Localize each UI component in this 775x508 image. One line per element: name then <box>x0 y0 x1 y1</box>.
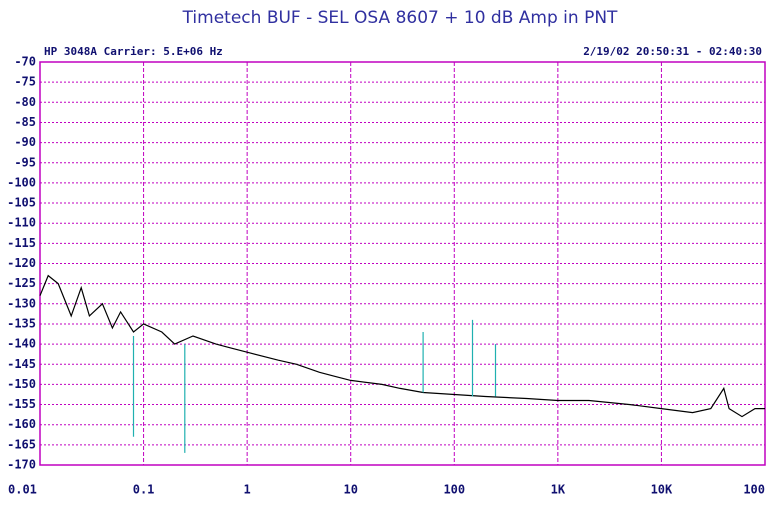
y-tick-label: -100 <box>7 175 36 189</box>
plot-frame <box>39 61 766 466</box>
instrument-info: HP 3048A Carrier: 5.E+06 Hz <box>44 45 223 58</box>
x-tick-label: 1K <box>551 483 566 497</box>
y-tick-label: -105 <box>7 196 36 210</box>
y-tick-label: -90 <box>14 135 36 149</box>
y-tick-label: -115 <box>7 236 36 250</box>
x-tick-label: 100 <box>443 483 465 497</box>
y-tick-label: -85 <box>14 115 36 129</box>
y-tick-label: -75 <box>14 75 36 89</box>
x-tick-label: 1 <box>244 483 251 497</box>
y-tick-label: -165 <box>7 437 36 451</box>
y-tick-label: -170 <box>7 458 36 472</box>
y-tick-label: -125 <box>7 276 36 290</box>
y-tick-label: -80 <box>14 95 36 109</box>
x-tick-label: 100 <box>743 483 765 497</box>
chart-title: Timetech BUF - SEL OSA 8607 + 10 dB Amp … <box>182 8 618 28</box>
y-tick-label: -150 <box>7 377 36 391</box>
y-tick-label: -110 <box>7 216 36 230</box>
trace <box>132 319 497 453</box>
y-tick-label: -155 <box>7 397 36 411</box>
x-tick-label: 0.1 <box>133 483 155 497</box>
x-tick-label: 10 <box>343 483 357 497</box>
y-tick-label: -130 <box>7 296 36 310</box>
y-tick-label: -135 <box>7 316 36 330</box>
y-tick-label: -140 <box>7 337 36 351</box>
trace <box>39 274 765 418</box>
y-tick-label: -70 <box>14 55 36 69</box>
x-tick-label: 10K <box>651 483 673 497</box>
y-tick-label: -145 <box>7 357 36 371</box>
date-info: 2/19/02 20:50:31 - 02:40:30 <box>583 45 762 58</box>
x-tick-label: 0.01 <box>8 483 37 497</box>
y-tick-label: -120 <box>7 256 36 270</box>
y-tick-label: -160 <box>7 417 36 431</box>
y-tick-label: -95 <box>14 155 36 169</box>
